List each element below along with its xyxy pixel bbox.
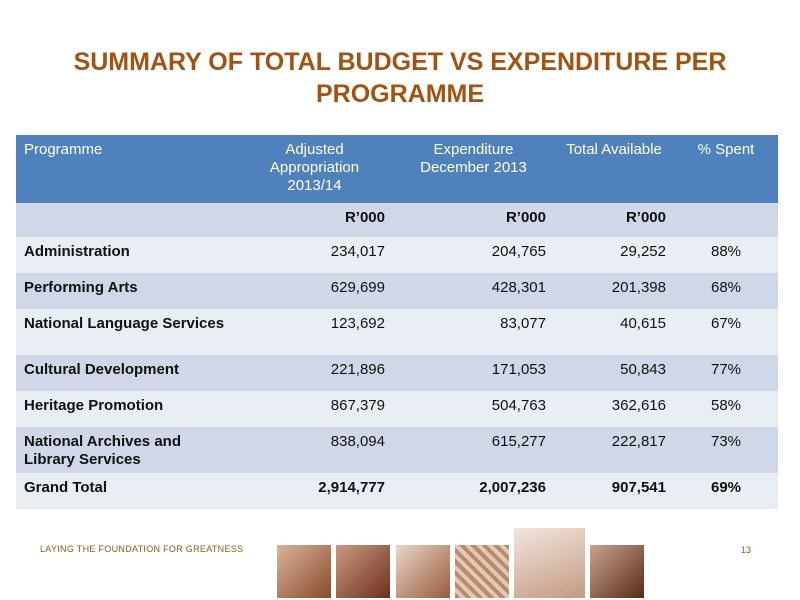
value-cell: 68% [674, 273, 778, 309]
photo [396, 545, 450, 598]
unit-cell: R’000 [393, 203, 554, 237]
value-cell: 234,017 [236, 237, 393, 273]
photo [277, 545, 331, 598]
header-row: Programme Adjusted Appropriation 2013/14 E… [16, 135, 778, 203]
photo [514, 528, 585, 598]
table-row: National Language Services 123,692 83,077 4… [16, 309, 778, 355]
value-cell: 77% [674, 355, 778, 391]
footer-tagline: LAYING THE FOUNDATION FOR GREATNESS [40, 544, 244, 554]
value-cell: 221,896 [236, 355, 393, 391]
budget-table: Programme Adjusted Appropriation 2013/14 E… [16, 135, 778, 509]
value-cell: 362,616 [554, 391, 674, 427]
value-cell: 504,763 [393, 391, 554, 427]
value-cell: 201,398 [554, 273, 674, 309]
column-header: Adjusted Appropriation 2013/14 [236, 135, 393, 203]
programme-cell: National Language Services [16, 309, 236, 355]
table-row: Cultural Development 221,896 171,053 50,843… [16, 355, 778, 391]
table-row: Administration 234,017 204,765 29,252 88% [16, 237, 778, 273]
unit-cell: R’000 [554, 203, 674, 237]
value-cell: 615,277 [393, 427, 554, 473]
column-header: Programme [16, 135, 236, 203]
table-row: Performing Arts 629,699 428,301 201,398 68% [16, 273, 778, 309]
table-row: Grand Total 2,914,777 2,007,236 907,541 69% [16, 473, 778, 509]
value-cell: 123,692 [236, 309, 393, 355]
value-cell: 69% [674, 473, 778, 509]
value-cell: 50,843 [554, 355, 674, 391]
value-cell: 428,301 [393, 273, 554, 309]
value-cell: 58% [674, 391, 778, 427]
value-cell: 2,914,777 [236, 473, 393, 509]
value-cell: 67% [674, 309, 778, 355]
value-cell: 29,252 [554, 237, 674, 273]
value-cell: 83,077 [393, 309, 554, 355]
table-row: Heritage Promotion 867,379 504,763 362,616 5… [16, 391, 778, 427]
value-cell: 838,094 [236, 427, 393, 473]
slide-title: SUMMARY OF TOTAL BUDGET VS EXPENDITURE P… [73, 48, 727, 108]
value-cell: 204,765 [393, 237, 554, 273]
value-cell: 40,615 [554, 309, 674, 355]
programme-cell: Heritage Promotion [16, 391, 236, 427]
value-cell: 867,379 [236, 391, 393, 427]
photo [455, 545, 509, 598]
column-header: Total Available [554, 135, 674, 203]
page-number: 13 [741, 545, 752, 555]
photo [590, 545, 644, 598]
value-cell: 222,817 [554, 427, 674, 473]
value-cell: 629,699 [236, 273, 393, 309]
value-cell: 907,541 [554, 473, 674, 509]
programme-cell: National Archives and Library Services [16, 427, 236, 473]
unit-cell: R’000 [236, 203, 393, 237]
programme-cell: Cultural Development [16, 355, 236, 391]
value-cell: 2,007,236 [393, 473, 554, 509]
value-cell: 73% [674, 427, 778, 473]
table-body: Programme Adjusted Appropriation 2013/14 E… [16, 135, 778, 509]
table-row: National Archives and Library Services 83… [16, 427, 778, 473]
programme-cell: Administration [16, 237, 236, 273]
programme-cell: Performing Arts [16, 273, 236, 309]
unit-cell [16, 203, 236, 237]
column-header: % Spent [674, 135, 778, 203]
photo [336, 545, 390, 598]
unit-cell [674, 203, 778, 237]
programme-cell: Grand Total [16, 473, 236, 509]
value-cell: 171,053 [393, 355, 554, 391]
value-cell: 88% [674, 237, 778, 273]
units-row: R’000 R’000 R’000 [16, 203, 778, 237]
column-header: Expenditure December 2013 [393, 135, 554, 203]
